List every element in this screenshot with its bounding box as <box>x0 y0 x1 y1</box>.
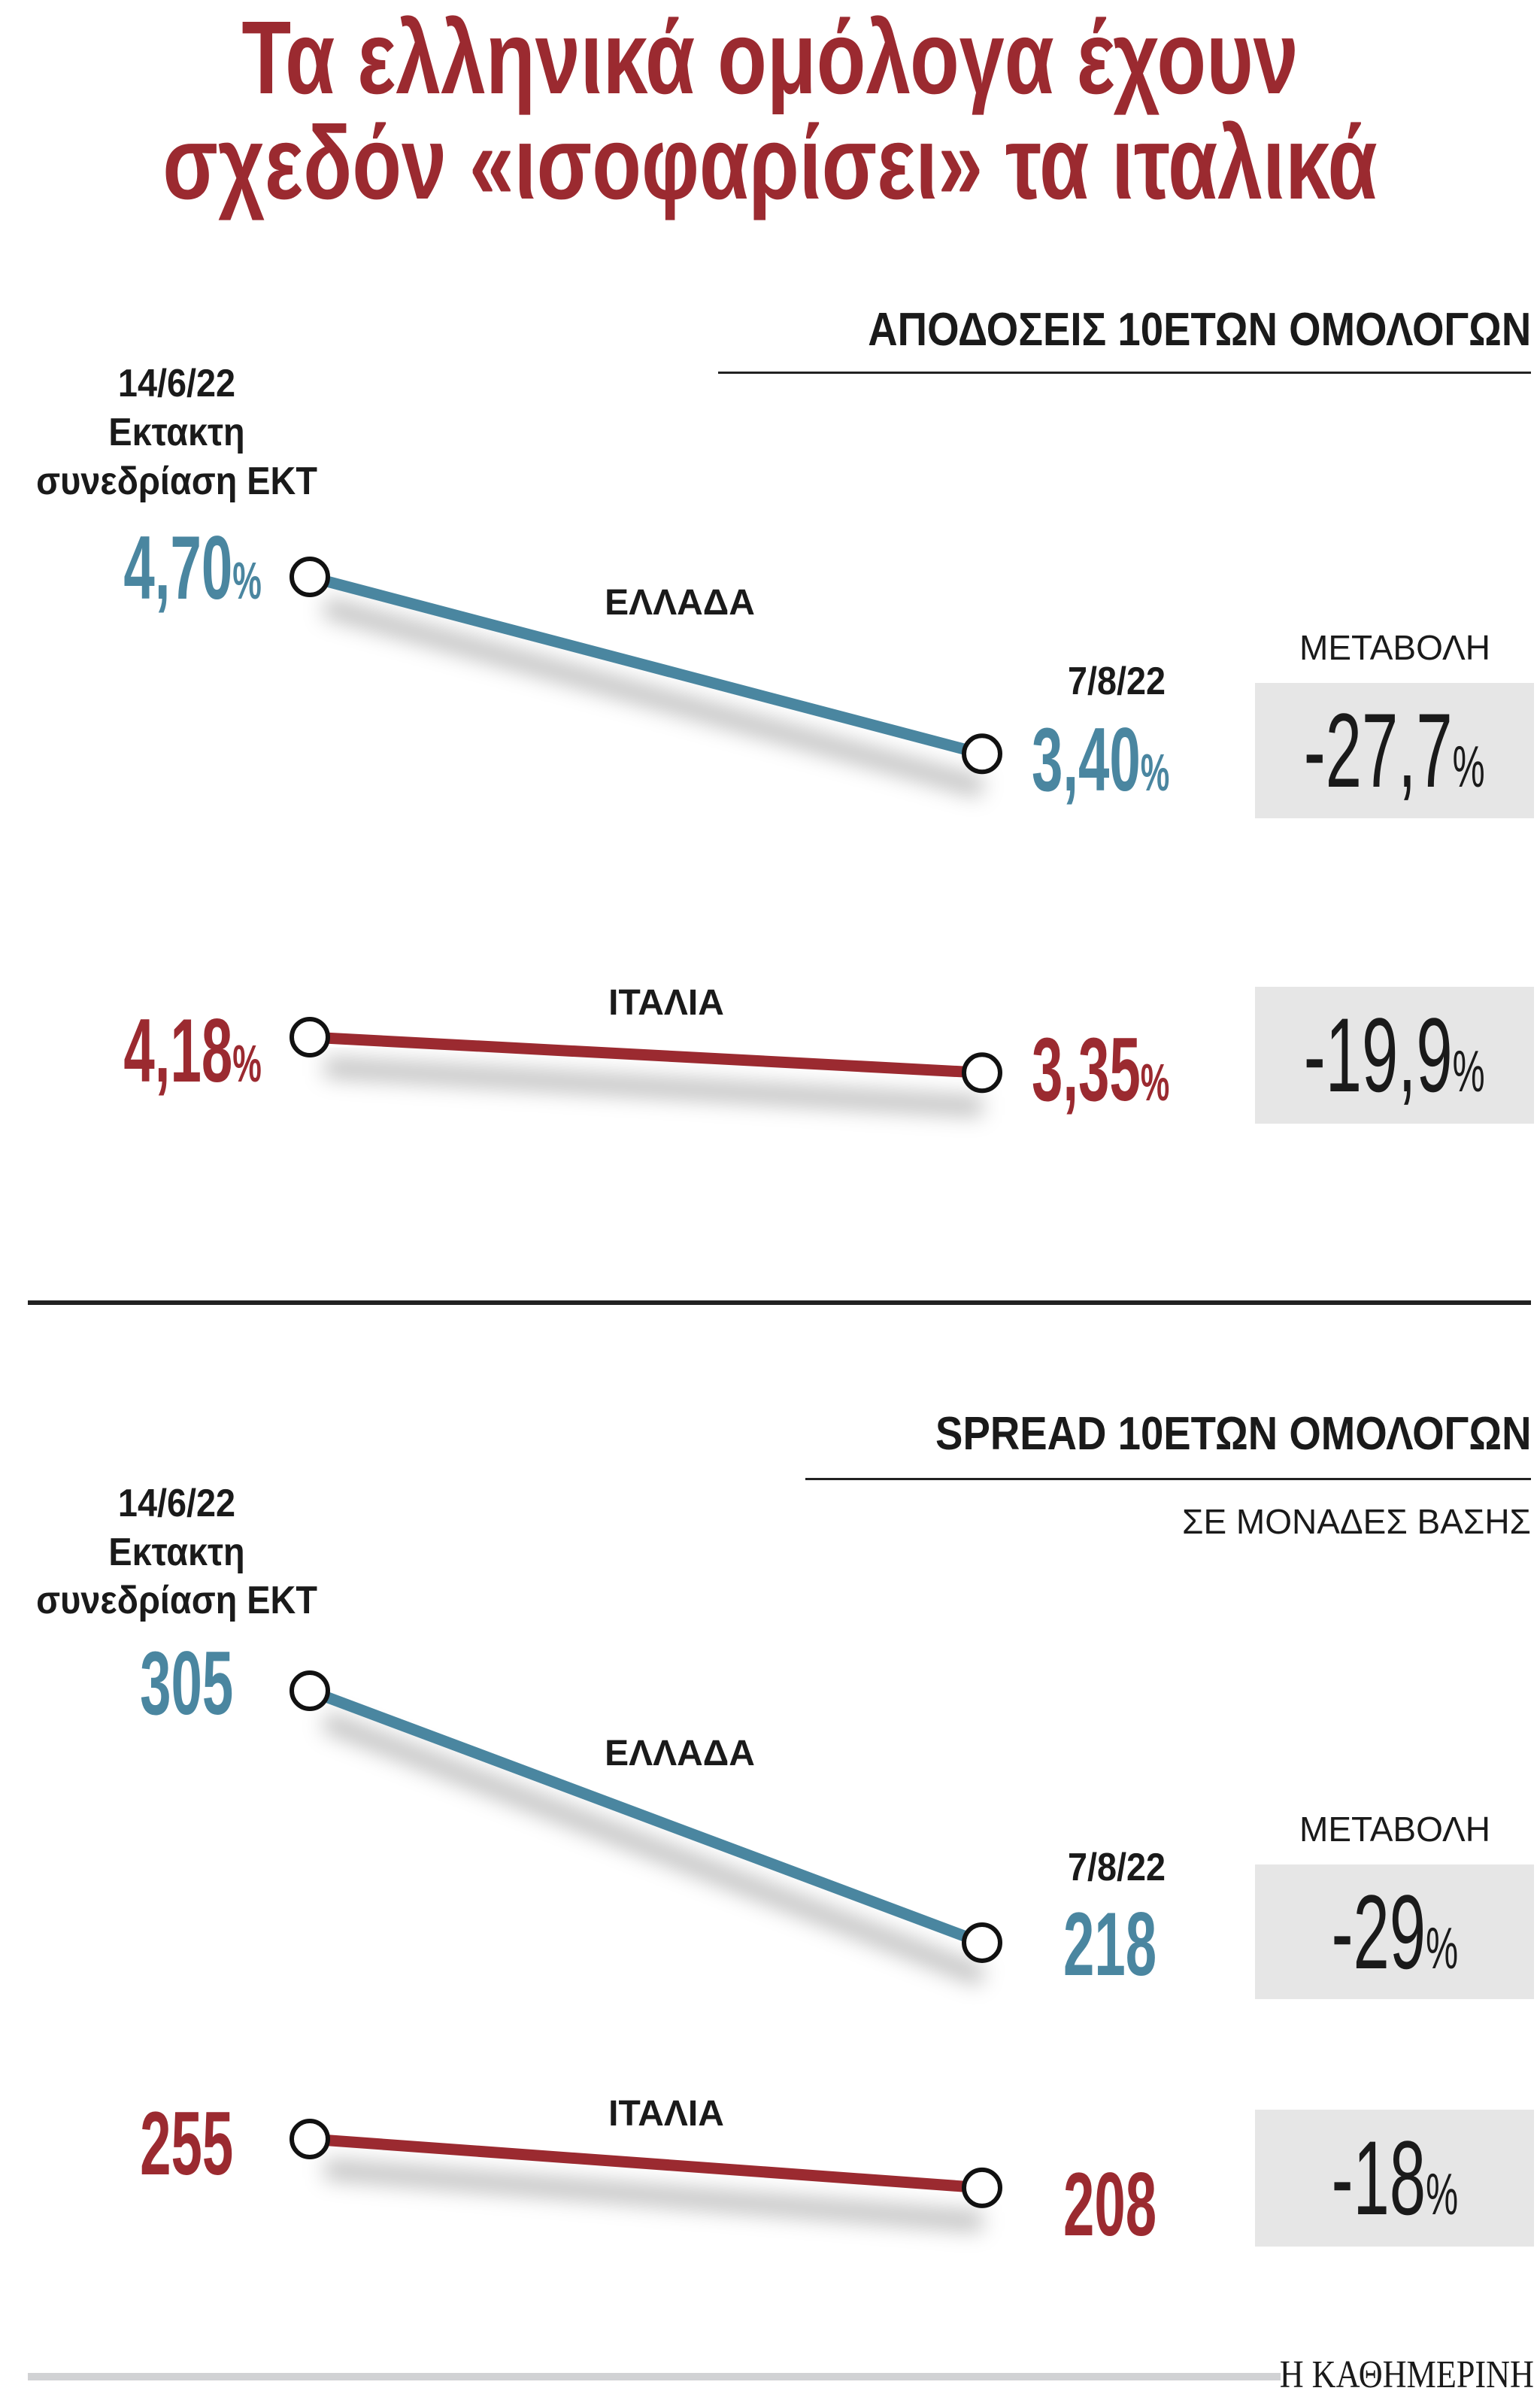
start-event-label-2: συνεδρίαση ΕΚΤ <box>36 460 317 503</box>
publisher-logo: Η ΚΑΘΗΜΕΡΙΝΗ <box>1279 2353 1534 2396</box>
end-date-label: 7/8/22 <box>1067 660 1166 703</box>
line-shadow <box>324 1057 983 1117</box>
series-line-italy <box>309 2133 983 2194</box>
change-value: -29 <box>1331 1872 1426 1991</box>
section-divider <box>28 1300 1531 1305</box>
footer-bar <box>28 2373 1281 2380</box>
yields-title: ΑΠΟΔΟΣΕΙΣ 10ΕΤΩΝ ΟΜΟΛΟΓΩΝ <box>867 304 1531 356</box>
end-date-label: 7/8/22 <box>1067 1846 1166 1889</box>
end-point-marker <box>962 733 1002 775</box>
line-shadow <box>323 2159 984 2232</box>
spread-subtitle: ΣΕ ΜΟΝΑΔΕΣ ΒΑΣΗΣ <box>1182 1502 1531 1541</box>
value-text: 4,18 <box>123 1000 233 1101</box>
greece-end-value: 3,40% <box>1032 715 1169 805</box>
start-date-label: 14/6/22 <box>117 362 236 405</box>
spread-title-rule <box>805 1478 1531 1480</box>
start-event-label-2: συνεδρίαση ΕΚΤ <box>36 1579 317 1622</box>
italy-start-value: 4,18% <box>124 1006 262 1096</box>
spread-title: SPREAD 10ΕΤΩΝ ΟΜΟΛΟΓΩΝ <box>935 1408 1531 1460</box>
change-value: -19,9 <box>1304 996 1453 1114</box>
italy-spread-start: 255 <box>139 2093 233 2194</box>
title-line-2: σχεδόν «ισοφαρίσει» τα ιταλικά <box>162 105 1378 221</box>
line-shadow <box>322 597 985 797</box>
italy-spread-change-box: -18% <box>1255 2110 1534 2247</box>
italy-label: ΙΤΑΛΙΑ <box>608 983 724 1023</box>
greece-start-value: 4,70% <box>124 523 262 613</box>
greece-change-box: -27,7% <box>1255 683 1534 818</box>
title-line-1: Τα ελληνικά ομόλογα έχουν <box>241 0 1299 116</box>
percent-sign: % <box>1140 743 1170 802</box>
start-point-marker <box>290 1017 330 1057</box>
start-event-label: Εκτακτη <box>108 411 245 454</box>
end-point-marker <box>962 1922 1002 1963</box>
start-event-label: Εκτακτη <box>108 1531 245 1574</box>
change-value: -18 <box>1331 2119 1426 2237</box>
greece-spread-start: 305 <box>139 1633 233 1734</box>
percent-sign: % <box>232 1034 262 1093</box>
italy-change-box: -19,9% <box>1255 987 1534 1124</box>
percent-sign: % <box>1452 1038 1485 1104</box>
italy-label: ΙΤΑΛΙΑ <box>608 2094 724 2134</box>
line-shadow <box>321 1711 986 1986</box>
series-line-greece <box>308 1685 984 1948</box>
percent-sign: % <box>1425 1914 1458 1981</box>
change-label: ΜΕΤΑΒΟΛΗ <box>1299 1810 1490 1849</box>
percent-sign: % <box>232 551 262 610</box>
greece-label: ΕΛΛΑΔΑ <box>605 583 755 623</box>
start-date-label: 14/6/22 <box>117 1482 236 1525</box>
series-line-italy <box>309 1031 983 1079</box>
change-value: -27,7 <box>1304 691 1453 809</box>
change-label: ΜΕΤΑΒΟΛΗ <box>1299 628 1490 667</box>
value-text: 3,35 <box>1032 1019 1141 1120</box>
greece-spread-end: 218 <box>1063 1894 1157 1995</box>
percent-sign: % <box>1452 733 1485 799</box>
value-text: 3,40 <box>1032 709 1141 810</box>
end-point-marker <box>962 2167 1002 2208</box>
value-text: 4,70 <box>123 517 233 618</box>
percent-sign: % <box>1140 1053 1170 1112</box>
italy-end-value: 3,35% <box>1032 1024 1169 1115</box>
yields-title-rule <box>718 372 1531 374</box>
greece-label: ΕΛΛΑΔΑ <box>605 1734 755 1773</box>
greece-spread-change-box: -29% <box>1255 1864 1534 1999</box>
percent-sign: % <box>1425 2161 1458 2227</box>
italy-spread-end: 208 <box>1063 2154 1157 2255</box>
start-point-marker <box>290 1670 330 1711</box>
end-point-marker <box>962 1052 1002 1094</box>
start-point-marker <box>290 2119 330 2159</box>
start-point-marker <box>290 557 330 597</box>
series-line-greece <box>308 571 984 760</box>
